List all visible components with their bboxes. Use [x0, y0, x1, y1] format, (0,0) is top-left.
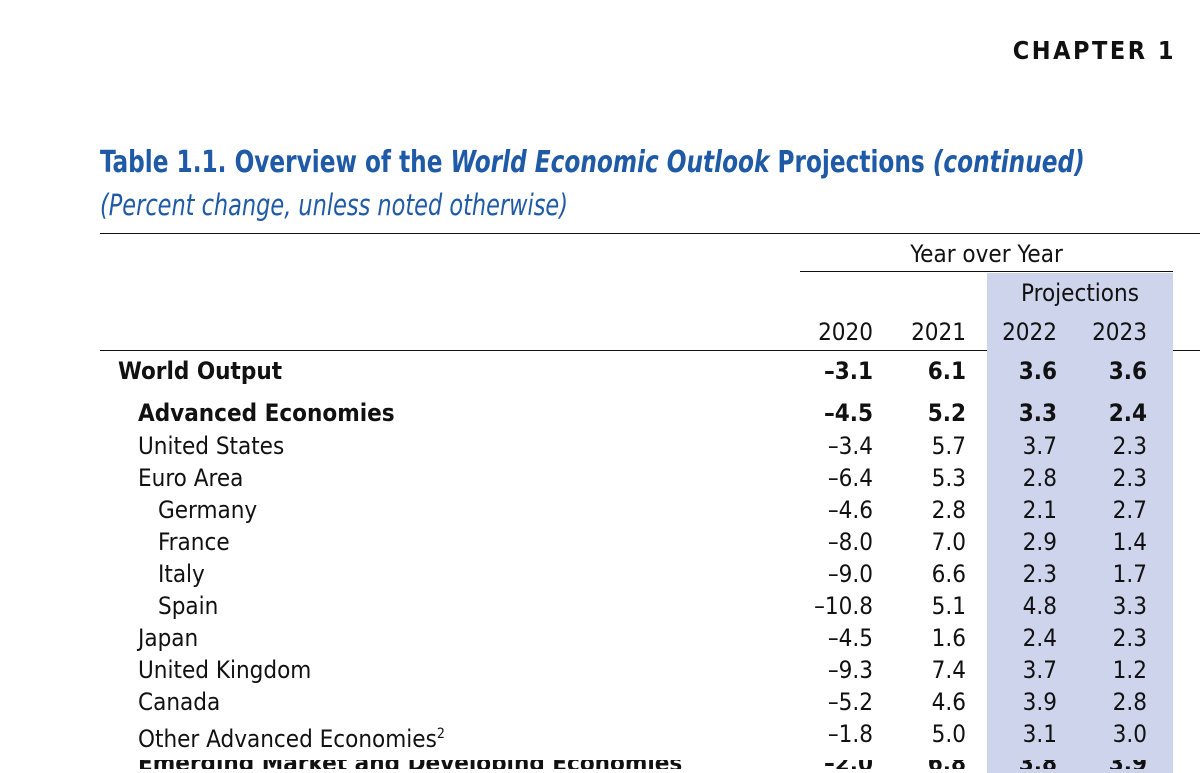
title-italic: World Economic Outlook — [450, 145, 770, 180]
row-label-text: Spain — [158, 592, 219, 620]
row-label-text: Italy — [158, 560, 205, 588]
year-over-year-rule — [800, 271, 1173, 272]
table-cell-2022: 3.3 — [1018, 399, 1057, 427]
row-label-italy: Italy — [158, 560, 205, 588]
table-cell-2020: –3.1 — [823, 357, 873, 385]
header-bottom-rule — [100, 350, 1200, 351]
table-cell-2020: –9.0 — [827, 560, 873, 588]
table-cell-2020: –9.3 — [827, 656, 873, 684]
partial-row-value-2023: 3.9 — [1077, 760, 1147, 769]
table-cell-2022: 2.8 — [1022, 464, 1057, 492]
table-cell-2023: 2.3 — [1112, 432, 1147, 460]
table-cell-2020: –3.4 — [827, 432, 873, 460]
table-cell-2023: 3.3 — [1112, 592, 1147, 620]
row-label-text: United States — [138, 432, 285, 460]
table-cell-2020: –5.2 — [827, 688, 873, 716]
row-label-text: Advanced Economies — [138, 399, 395, 427]
table-cell-2020: –6.4 — [827, 464, 873, 492]
row-label-spain: Spain — [158, 592, 218, 620]
table-cell-2021: 5.3 — [931, 464, 966, 492]
partial-row-cutoff: Emerging Market and Developing Economies… — [0, 760, 1200, 769]
row-label-text: Euro Area — [138, 464, 244, 492]
table-cell-2023: 3.0 — [1112, 720, 1147, 748]
table-subtitle: (Percent change, unless noted otherwise) — [100, 188, 568, 222]
row-label-text: Japan — [138, 624, 199, 652]
top-rule — [100, 233, 1200, 234]
table-cell-2023: 2.3 — [1112, 624, 1147, 652]
title-suffix: (continued) — [932, 145, 1085, 180]
table-cell-2021: 5.1 — [931, 592, 966, 620]
table-cell-2023: 2.7 — [1112, 496, 1147, 524]
row-label-text: World Output — [118, 357, 283, 385]
chapter-label: CHAPTER 1 — [1012, 36, 1176, 65]
table-cell-2020: –4.6 — [827, 496, 873, 524]
table-cell-2023: 1.4 — [1112, 528, 1147, 556]
table-cell-2021: 5.2 — [927, 399, 966, 427]
table-cell-2021: 7.4 — [931, 656, 966, 684]
table-cell-2020: –4.5 — [823, 399, 873, 427]
table-cell-2022: 3.7 — [1022, 656, 1057, 684]
column-header-2023: 2023 — [1092, 318, 1147, 346]
table-cell-2022: 2.3 — [1022, 560, 1057, 588]
table-cell-2021: 2.8 — [931, 496, 966, 524]
footnote-marker: 2 — [436, 726, 445, 742]
row-label-text: Canada — [138, 688, 221, 716]
title-prefix: Table 1.1. Overview of the — [100, 145, 451, 180]
row-label-text: Other Advanced Economies — [138, 725, 437, 753]
table-cell-2021: 6.6 — [931, 560, 966, 588]
row-label-germany: Germany — [158, 496, 257, 524]
row-label-text: France — [158, 528, 230, 556]
row-label-text: United Kingdom — [138, 656, 312, 684]
partial-row-label: Emerging Market and Developing Economies — [138, 760, 682, 769]
row-label-advanced-economies: Advanced Economies — [138, 399, 395, 427]
table-cell-2022: 2.9 — [1022, 528, 1057, 556]
table-cell-2020: –1.8 — [827, 720, 873, 748]
title-middle: Projections — [769, 145, 933, 180]
table-cell-2022: 2.4 — [1022, 624, 1057, 652]
row-label-united-states: United States — [138, 432, 284, 460]
table-cell-2020: –8.0 — [827, 528, 873, 556]
table-cell-2020: –10.8 — [814, 592, 873, 620]
table-cell-2020: –4.5 — [827, 624, 873, 652]
projections-shading — [987, 273, 1173, 773]
table-cell-2022: 3.7 — [1022, 432, 1057, 460]
partial-row-value-2020: –2.0 — [803, 760, 873, 769]
projections-header: Projections — [1021, 279, 1139, 307]
column-header-2021: 2021 — [911, 318, 966, 346]
row-label-text: Germany — [158, 496, 258, 524]
table-cell-2022: 3.6 — [1018, 357, 1057, 385]
partial-row-value-2022: 3.8 — [987, 760, 1057, 769]
table-cell-2022: 4.8 — [1022, 592, 1057, 620]
group-header-year-over-year: Year over Year — [910, 240, 1063, 268]
row-label-japan: Japan — [138, 624, 198, 652]
table-cell-2023: 2.8 — [1112, 688, 1147, 716]
table-cell-2021: 5.0 — [931, 720, 966, 748]
table-title: Table 1.1. Overview of the World Economi… — [100, 145, 1085, 180]
table-cell-2022: 3.1 — [1022, 720, 1057, 748]
table-cell-2021: 1.6 — [931, 624, 966, 652]
row-label-other-advanced-economies: Other Advanced Economies2 — [138, 720, 445, 753]
row-label-france: France — [158, 528, 230, 556]
table-cell-2022: 2.1 — [1022, 496, 1057, 524]
table-cell-2021: 7.0 — [931, 528, 966, 556]
table-cell-2023: 1.7 — [1112, 560, 1147, 588]
table-cell-2021: 5.7 — [931, 432, 966, 460]
table-cell-2023: 3.6 — [1108, 357, 1147, 385]
partial-row-value-2021: 6.8 — [896, 760, 966, 769]
row-label-world-output: World Output — [118, 357, 282, 385]
table-cell-2021: 6.1 — [927, 357, 966, 385]
row-label-euro-area: Euro Area — [138, 464, 243, 492]
table-cell-2023: 1.2 — [1112, 656, 1147, 684]
table-cell-2022: 3.9 — [1022, 688, 1057, 716]
row-label-united-kingdom: United Kingdom — [138, 656, 311, 684]
row-label-canada: Canada — [138, 688, 220, 716]
column-header-2020: 2020 — [818, 318, 873, 346]
table-cell-2023: 2.3 — [1112, 464, 1147, 492]
table-cell-2021: 4.6 — [931, 688, 966, 716]
table-cell-2023: 2.4 — [1108, 399, 1147, 427]
column-header-2022: 2022 — [1002, 318, 1057, 346]
